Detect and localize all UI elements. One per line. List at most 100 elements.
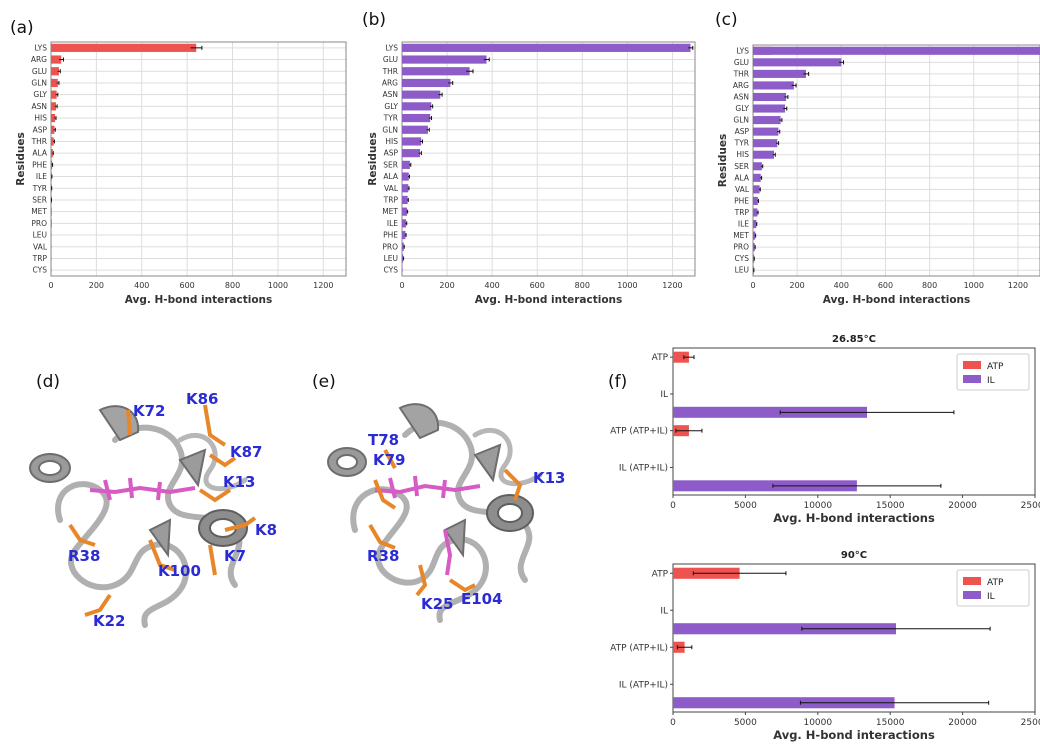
y-tick-label: SER	[383, 160, 398, 169]
y-tick-label: ARG	[382, 78, 398, 87]
y-tick-label: PHE	[32, 160, 47, 169]
residue-label-e-5: E104	[461, 590, 503, 608]
bar	[51, 125, 55, 134]
x-tick-label: 200	[439, 281, 454, 290]
bar	[402, 184, 409, 193]
bar	[402, 219, 407, 228]
y-tick-label: CYS	[735, 254, 750, 263]
y-tick-label: ARG	[31, 55, 47, 64]
y-tick-label: ASN	[382, 90, 398, 99]
bar	[51, 256, 52, 261]
bar	[402, 90, 441, 99]
panel-label-e: (e)	[312, 372, 336, 392]
bar	[402, 254, 404, 263]
x-tick-label: 1200	[313, 281, 333, 290]
y-tick-label: TRP	[383, 195, 399, 204]
bar	[753, 162, 762, 171]
residue-label-d-6: R38	[68, 547, 100, 565]
legend-swatch	[963, 361, 981, 369]
bar	[402, 137, 422, 146]
bar	[753, 185, 760, 194]
legend-label: ATP	[987, 362, 1004, 372]
legend-swatch	[963, 577, 981, 585]
residue-label-d-4: K8	[255, 521, 277, 539]
legend-swatch	[963, 375, 981, 383]
x-tick-label: 0	[399, 281, 404, 290]
y-axis-label: Residues	[717, 134, 729, 187]
x-axis-label: Avg. H-bond interactions	[773, 511, 935, 525]
y-tick-label: ASP	[735, 127, 750, 136]
y-tick-label: IL	[660, 606, 668, 616]
bar	[673, 351, 689, 363]
bar	[753, 254, 755, 263]
panel-label-c: (c)	[715, 10, 738, 30]
residue-label-e-3: R38	[367, 547, 399, 565]
bar	[402, 207, 407, 216]
bar	[51, 43, 197, 52]
residue-label-e-2: K13	[533, 469, 566, 487]
legend-label: ATP	[987, 578, 1004, 588]
x-tick-label: 25000	[1021, 718, 1040, 728]
y-tick-label: ALA	[32, 149, 47, 158]
bar	[753, 231, 756, 240]
y-tick-label: THR	[382, 67, 398, 76]
x-tick-label: 200	[89, 281, 104, 290]
y-tick-label: GLY	[384, 102, 398, 111]
y-tick-label: ILE	[738, 220, 749, 229]
y-tick-label: GLN	[733, 116, 749, 125]
bar	[753, 81, 794, 90]
y-tick-label: ATP (ATP+IL)	[610, 643, 668, 653]
x-tick-label: 0	[670, 501, 676, 511]
panel-label-a: (a)	[10, 18, 34, 38]
y-tick-label: GLY	[735, 104, 749, 113]
bar	[402, 43, 691, 52]
y-axis-label: Residues	[367, 132, 379, 185]
y-tick-label: GLN	[382, 125, 398, 134]
y-tick-label: TYR	[734, 139, 749, 148]
y-tick-label: MET	[733, 231, 749, 240]
x-axis-label: Avg. H-bond interactions	[125, 294, 273, 306]
y-tick-label: ASN	[31, 102, 47, 111]
y-tick-label: LYS	[385, 43, 398, 52]
bar	[51, 268, 52, 273]
residue-label-d-0: K72	[133, 402, 166, 420]
y-tick-label: LYS	[34, 43, 47, 52]
y-tick-label: TRP	[32, 254, 48, 263]
y-tick-label: ASP	[33, 125, 48, 134]
y-tick-label: SER	[32, 195, 47, 204]
y-tick-label: PRO	[382, 242, 398, 251]
bar	[753, 127, 779, 136]
x-tick-label: 1200	[1008, 281, 1028, 290]
x-tick-label: 25000	[1021, 501, 1040, 511]
y-tick-label: LEU	[384, 254, 398, 263]
y-tick-label: ILE	[387, 219, 398, 228]
x-tick-label: 20000	[948, 501, 977, 511]
bar	[753, 58, 842, 67]
bar	[402, 102, 432, 111]
y-tick-label: TRP	[734, 208, 750, 217]
y-tick-label: ILE	[36, 172, 47, 181]
chart-title: 90°C	[841, 550, 867, 561]
y-tick-label: HIS	[34, 114, 47, 123]
y-tick-label: IL (ATP+IL)	[619, 680, 668, 690]
x-tick-label: 600	[878, 281, 893, 290]
bar	[402, 195, 408, 205]
y-tick-label: ASP	[384, 149, 399, 158]
plot-frame	[50, 41, 347, 277]
y-tick-label: THR	[31, 137, 47, 146]
residue-label-e-1: K79	[373, 451, 406, 469]
y-tick-label: MET	[382, 207, 398, 216]
y-tick-label: IL	[660, 390, 668, 400]
residue-label-d-3: K13	[223, 473, 256, 491]
bar	[51, 233, 52, 238]
bar	[402, 78, 451, 88]
x-tick-label: 1000	[964, 281, 984, 290]
x-tick-label: 15000	[876, 501, 905, 511]
y-axis-label: Residues	[15, 132, 27, 185]
y-tick-label: GLU	[32, 67, 47, 76]
bar	[51, 219, 52, 228]
bar	[402, 268, 403, 273]
bar	[753, 92, 787, 102]
y-tick-label: HIS	[385, 137, 398, 146]
plot-frame	[672, 563, 1036, 713]
